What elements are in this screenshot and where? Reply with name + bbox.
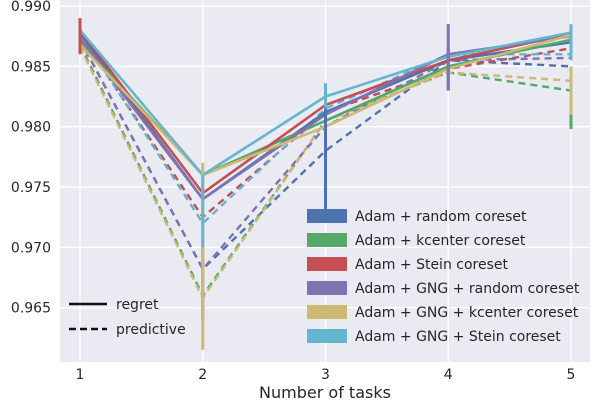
legend-label: Adam + GNG + Stein coreset (355, 329, 561, 345)
legend-label: Adam + kcenter coreset (355, 233, 526, 249)
y-tick-label: 0.965 (11, 301, 51, 317)
legend-swatch (307, 233, 347, 247)
x-tick-label: 4 (444, 367, 453, 383)
x-tick-label: 5 (567, 367, 576, 383)
legend-label: Adam + Stein coreset (355, 257, 508, 273)
y-tick-label: 0.985 (11, 59, 51, 75)
error-bars (78, 18, 573, 350)
legend-label: Adam + GNG + random coreset (355, 281, 580, 297)
legend-swatch (307, 257, 347, 271)
x-axis-title: Number of tasks (259, 383, 391, 402)
legend-label: Adam + GNG + kcenter coreset (355, 305, 579, 321)
legend-swatch (307, 305, 347, 319)
y-tick-label: 0.990 (11, 0, 51, 15)
x-tick-labels: 1 2 3 4 5 (76, 367, 576, 383)
y-tick-label: 0.980 (11, 120, 51, 136)
x-tick-label: 3 (321, 367, 330, 383)
legend-label: Adam + random coreset (355, 209, 527, 225)
legend-regret-label: regret (116, 297, 159, 313)
legend-swatch (307, 209, 347, 223)
x-tick-label: 2 (198, 367, 207, 383)
predictive-line (79, 34, 572, 219)
legend-swatch (307, 329, 347, 343)
style-legend: regret predictive (69, 297, 186, 338)
y-tick-labels: 0.965 0.970 0.975 0.980 0.985 0.990 (11, 0, 51, 317)
y-tick-label: 0.970 (11, 240, 51, 256)
x-tick-label: 1 (76, 367, 85, 383)
y-tick-label: 0.975 (11, 180, 51, 196)
series-legend: Adam + random coreset Adam + kcenter core… (307, 209, 580, 345)
legend-predictive-label: predictive (116, 322, 186, 338)
legend-swatch (307, 281, 347, 295)
